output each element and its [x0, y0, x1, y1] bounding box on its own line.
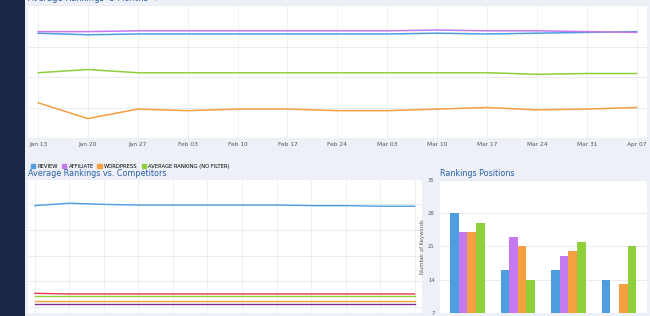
- Bar: [577, 242, 586, 316]
- Bar: [459, 232, 467, 316]
- Bar: [619, 284, 627, 316]
- Bar: [569, 251, 577, 316]
- Bar: [551, 270, 560, 316]
- Text: Rankings Positions: Rankings Positions: [439, 169, 514, 178]
- Y-axis label: Number of Keywords: Number of Keywords: [420, 219, 425, 274]
- Bar: [560, 256, 569, 316]
- Bar: [476, 223, 484, 316]
- Bar: [526, 280, 535, 316]
- Bar: [518, 246, 527, 316]
- Bar: [467, 232, 476, 316]
- Text: Average Rankings  3 Months  ▾: Average Rankings 3 Months ▾: [28, 0, 157, 3]
- Text: Average Rankings vs. Competitors: Average Rankings vs. Competitors: [28, 169, 166, 178]
- Bar: [627, 246, 636, 316]
- Legend: REVIEW, AFFILIATE, WORDPRESS, AVERAGE RANKING (NO FILTER): REVIEW, AFFILIATE, WORDPRESS, AVERAGE RA…: [31, 164, 230, 169]
- Bar: [510, 237, 518, 316]
- Bar: [602, 280, 610, 316]
- Bar: [500, 270, 510, 316]
- Bar: [450, 213, 459, 316]
